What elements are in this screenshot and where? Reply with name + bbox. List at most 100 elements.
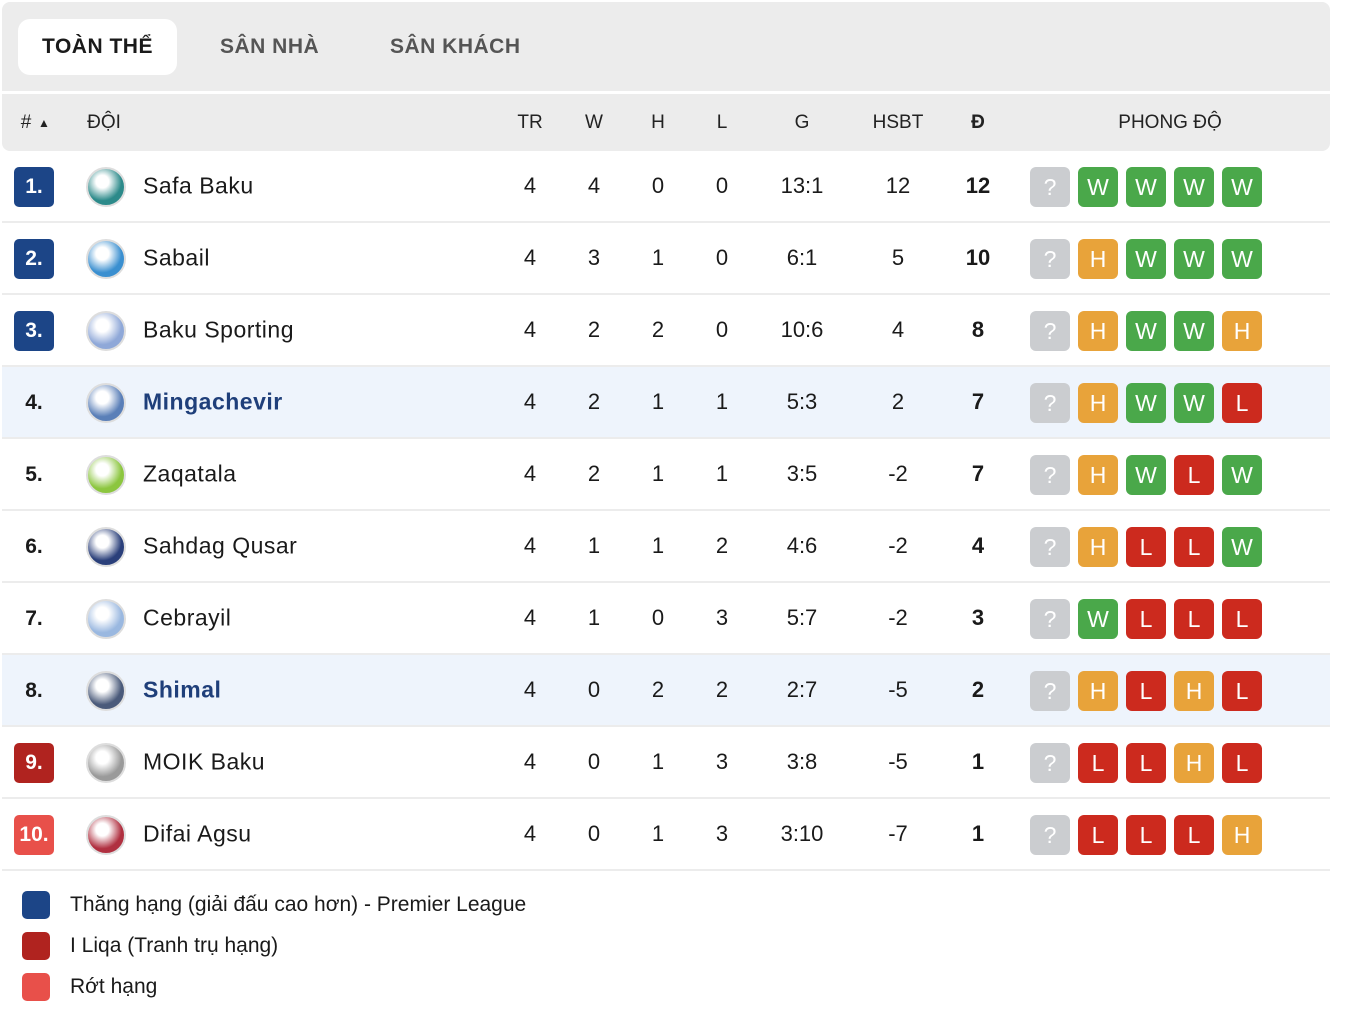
form-badge[interactable]: W bbox=[1222, 455, 1262, 495]
goals-value: 6:1 bbox=[786, 245, 818, 270]
form-badge[interactable]: L bbox=[1174, 599, 1214, 639]
form-badge[interactable]: ? bbox=[1030, 167, 1070, 207]
form-badge[interactable]: W bbox=[1174, 167, 1214, 207]
table-row[interactable]: 6. Sahdag Qusar 4 1 1 2 4:6 -2 4? H L L W bbox=[2, 511, 1330, 583]
form-badge[interactable]: W bbox=[1174, 311, 1214, 351]
form-badge[interactable]: L bbox=[1126, 527, 1166, 567]
wins-value: 2 bbox=[587, 461, 601, 486]
form-badge[interactable]: W bbox=[1222, 239, 1262, 279]
form-badge[interactable]: W bbox=[1126, 239, 1166, 279]
table-row[interactable]: 7. Cebrayil 4 1 0 3 5:7 -2 3? W L L L bbox=[2, 583, 1330, 655]
legend-label: Rớt hạng bbox=[70, 975, 158, 998]
goals-value: 5:7 bbox=[786, 605, 818, 630]
form-badge[interactable]: W bbox=[1126, 383, 1166, 423]
team-name[interactable]: Baku Sporting bbox=[143, 316, 294, 343]
form-badge[interactable]: L bbox=[1222, 671, 1262, 711]
table-row[interactable]: 8. Shimal 4 0 2 2 2:7 -5 2? H L H L bbox=[2, 655, 1330, 727]
points-value: 8 bbox=[971, 317, 985, 342]
tab-overall[interactable]: TOÀN THỂ bbox=[18, 19, 177, 75]
form-badge[interactable]: H bbox=[1078, 311, 1118, 351]
rank-badge: 4. bbox=[25, 391, 43, 414]
table-row[interactable]: 10. Difai Agsu 4 0 1 3 3:10 -7 1? L L L H bbox=[2, 799, 1330, 871]
goals-value: 3:8 bbox=[786, 749, 818, 774]
tab-away[interactable]: SÂN KHÁCH bbox=[390, 35, 521, 58]
form-badge[interactable]: H bbox=[1078, 239, 1118, 279]
form-badge[interactable]: L bbox=[1222, 599, 1262, 639]
goal-diff-value: -2 bbox=[888, 605, 908, 630]
goal-diff-value: -2 bbox=[888, 461, 908, 486]
table-row[interactable]: 4. Mingachevir 4 2 1 1 5:3 2 7? H W W L bbox=[2, 367, 1330, 439]
form-badge[interactable]: H bbox=[1174, 743, 1214, 783]
tab-home[interactable]: SÂN NHÀ bbox=[220, 35, 320, 58]
form-badge[interactable]: H bbox=[1222, 311, 1262, 351]
col-played: TR bbox=[517, 112, 543, 133]
played-value: 4 bbox=[523, 677, 537, 702]
form-badge[interactable]: ? bbox=[1030, 311, 1070, 351]
form-badge[interactable]: ? bbox=[1030, 239, 1070, 279]
form-badge[interactable]: ? bbox=[1030, 527, 1070, 567]
form-badge[interactable]: L bbox=[1126, 671, 1166, 711]
team-name[interactable]: Safa Baku bbox=[143, 172, 254, 199]
team-name[interactable]: Cebrayil bbox=[143, 604, 232, 631]
form-badge[interactable]: L bbox=[1222, 383, 1262, 423]
table-row[interactable]: 1. Safa Baku 4 4 0 0 13:1 12 12? W W W W bbox=[2, 151, 1330, 223]
team-name[interactable]: MOIK Baku bbox=[143, 748, 266, 775]
form-badge[interactable]: ? bbox=[1030, 599, 1070, 639]
form-badge[interactable]: W bbox=[1126, 311, 1166, 351]
form-badge[interactable]: L bbox=[1126, 743, 1166, 783]
form-badge[interactable]: W bbox=[1126, 167, 1166, 207]
team-name[interactable]: Shimal bbox=[143, 676, 222, 703]
form-list: ? L L L H bbox=[1030, 815, 1262, 855]
form-badge[interactable]: ? bbox=[1030, 743, 1070, 783]
team-name[interactable]: Sabail bbox=[143, 244, 210, 271]
form-badge[interactable]: H bbox=[1078, 671, 1118, 711]
form-badge[interactable]: W bbox=[1126, 455, 1166, 495]
form-badge[interactable]: W bbox=[1222, 167, 1262, 207]
form-badge[interactable]: H bbox=[1078, 383, 1118, 423]
form-badge[interactable]: ? bbox=[1030, 815, 1070, 855]
form-badge[interactable]: L bbox=[1174, 815, 1214, 855]
points-value: 1 bbox=[971, 821, 985, 846]
form-badge[interactable]: H bbox=[1222, 815, 1262, 855]
goal-diff-value: 2 bbox=[891, 389, 905, 414]
form-badge[interactable]: W bbox=[1222, 527, 1262, 567]
form-badge[interactable]: H bbox=[1078, 527, 1118, 567]
points-value: 2 bbox=[971, 677, 985, 702]
table-row[interactable]: 5. Zaqatala 4 2 1 1 3:5 -2 7? H W L W bbox=[2, 439, 1330, 511]
form-badge[interactable]: L bbox=[1174, 455, 1214, 495]
form-badge[interactable]: W bbox=[1078, 167, 1118, 207]
form-list: ? H L L W bbox=[1030, 527, 1262, 567]
form-badge[interactable]: L bbox=[1174, 527, 1214, 567]
sort-asc-icon[interactable]: ▲ bbox=[38, 116, 50, 130]
team-logo bbox=[86, 743, 126, 783]
form-badge[interactable]: L bbox=[1222, 743, 1262, 783]
losses-value: 0 bbox=[715, 245, 729, 270]
form-badge[interactable]: L bbox=[1078, 743, 1118, 783]
form-badge[interactable]: L bbox=[1126, 815, 1166, 855]
team-name[interactable]: Sahdag Qusar bbox=[143, 532, 298, 559]
losses-value: 3 bbox=[715, 821, 729, 846]
form-badge[interactable]: L bbox=[1126, 599, 1166, 639]
form-badge[interactable]: W bbox=[1174, 383, 1214, 423]
form-badge[interactable]: W bbox=[1174, 239, 1214, 279]
form-badge[interactable]: ? bbox=[1030, 455, 1070, 495]
table-row[interactable]: 3. Baku Sporting 4 2 2 0 10:6 4 8? H W W H bbox=[2, 295, 1330, 367]
points-value: 7 bbox=[971, 461, 985, 486]
form-badge[interactable]: H bbox=[1078, 455, 1118, 495]
form-badge[interactable]: ? bbox=[1030, 383, 1070, 423]
losses-value: 0 bbox=[715, 317, 729, 342]
form-badge[interactable]: L bbox=[1078, 815, 1118, 855]
form-badge[interactable]: ? bbox=[1030, 671, 1070, 711]
col-rank[interactable]: # bbox=[20, 112, 32, 133]
team-name[interactable]: Difai Agsu bbox=[143, 820, 252, 847]
team-logo bbox=[86, 599, 126, 639]
rank-badge: 8. bbox=[25, 679, 43, 702]
table-row[interactable]: 2. Sabail 4 3 1 0 6:1 5 10? H W W W bbox=[2, 223, 1330, 295]
team-name[interactable]: Mingachevir bbox=[143, 388, 283, 415]
table-row[interactable]: 9. MOIK Baku 4 0 1 3 3:8 -5 1? L L H L bbox=[2, 727, 1330, 799]
team-name[interactable]: Zaqatala bbox=[143, 460, 237, 487]
form-badge[interactable]: H bbox=[1174, 671, 1214, 711]
form-badge[interactable]: W bbox=[1078, 599, 1118, 639]
team-logo bbox=[86, 527, 126, 567]
wins-value: 1 bbox=[587, 533, 601, 558]
